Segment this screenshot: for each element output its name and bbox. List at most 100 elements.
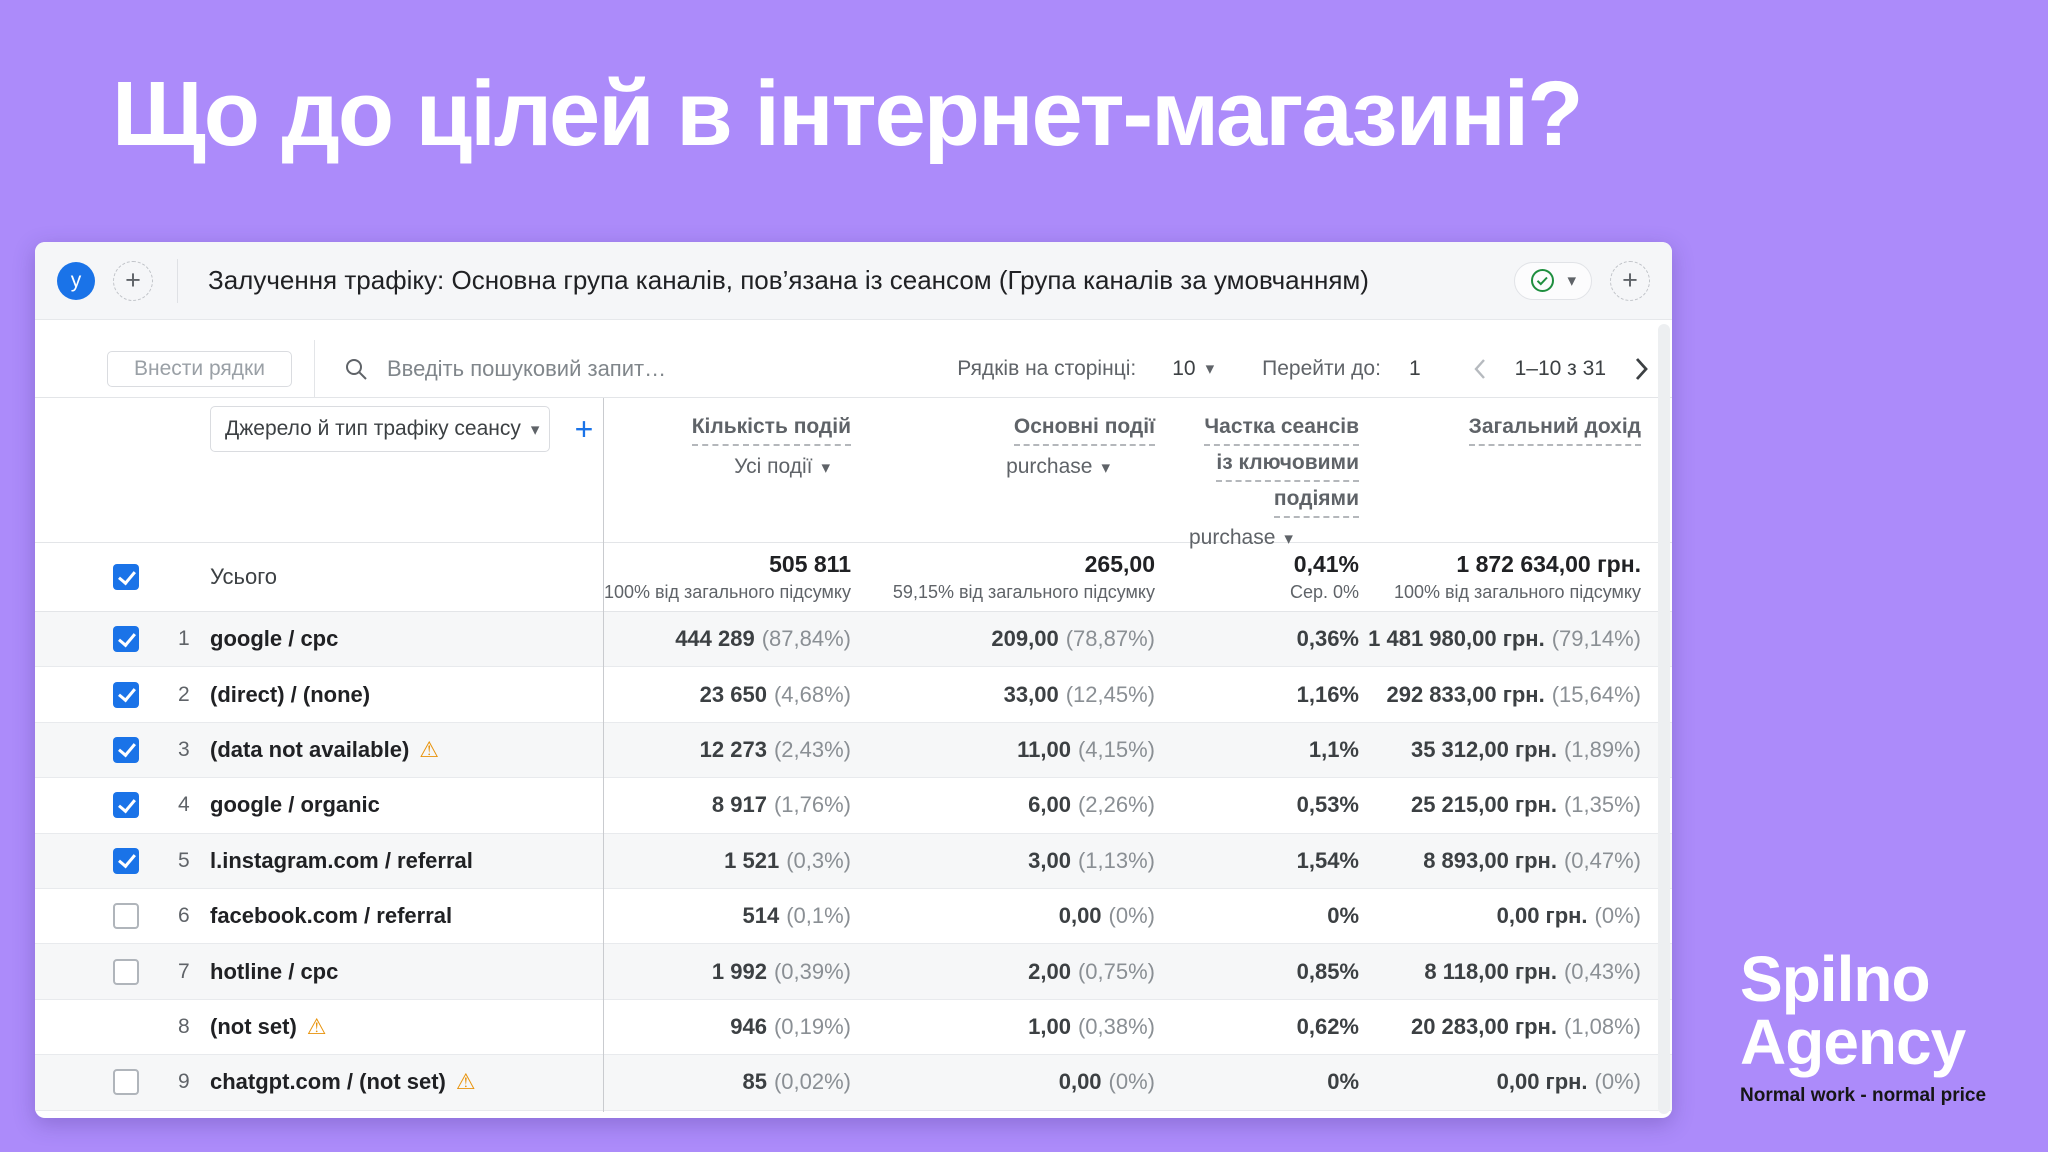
totals-events: 505 811 100% від загального підсумку [603,551,851,602]
row-label: facebook.com / referral [210,903,453,929]
chevron-down-icon: ▾ [1567,271,1576,290]
go-to-value[interactable]: 1 [1408,356,1421,380]
chevron-down-icon[interactable]: ▾ [1205,359,1215,378]
table-row: 2 (direct) / (none) 23 650 (4,68%) 33,00(… [35,667,1672,723]
row-key-events: 3,00 (1,13%) [1028,847,1155,873]
row-checkbox[interactable] [113,847,139,874]
header-divider [177,258,178,303]
row-checkbox[interactable] [113,903,139,930]
row-rank: 6 [178,904,190,928]
key-events-metric-selector: purchase [1006,455,1093,478]
row-events: 1 521 (0,3%) [724,847,851,873]
row-rank: 2 [178,682,190,706]
plus-icon: + [1622,265,1638,295]
row-key-events: 2,00 (0,75%) [1028,958,1155,984]
row-rank: 7 [178,959,190,983]
row-label: (not set) [210,1013,297,1039]
row-key-events: 6,00 (2,26%) [1028,792,1155,818]
pagination-range: 1–10 з 31 [1514,356,1606,380]
row-label: (data not available) [210,736,410,762]
go-to-label: Перейти до: [1262,356,1381,380]
row-rate: 0,85% [1296,958,1359,984]
table-row: 4 google / organic 8 917 (1,76%) 6,00 (2,2… [35,778,1672,834]
table-row: 5 l.instagram.com / referral 1 521 (0,3%)… [35,833,1672,889]
row-rank: 3 [178,737,190,761]
table-row: 3 (data not available) ⚠ 12 273 (2,43%) 1… [35,722,1672,779]
row-label: (direct) / (none) [210,681,371,707]
plus-icon: + [125,265,141,295]
totals-key-event-rate: 0,41% Сер. 0% [1289,551,1359,602]
row-checkbox[interactable] [113,736,139,763]
column-header-key-event-rate[interactable]: Частка сеансів із ключовими подіями purc… [1189,415,1359,549]
row-revenue: 35 312,00 грн. (1,89%) [1410,736,1641,762]
search-input[interactable] [384,354,958,383]
add-dimension-button[interactable]: + [567,411,601,447]
table-row: 9 chatgpt.com / (not set) ⚠ 85 (0,02%) 0,… [35,1055,1672,1111]
dimension-selector[interactable]: Джерело й тип трафіку сеансу ▾ [210,406,550,452]
search-icon [343,356,369,382]
row-rate: 0,36% [1296,626,1359,652]
row-key-events: 0,00 (0%) [1058,1069,1155,1095]
row-key-events: 0,00 (0%) [1058,903,1155,929]
column-header-key-events[interactable]: Основні події purchase ▾ [1006,415,1155,478]
avatar[interactable]: у [57,261,95,300]
chevron-down-icon: ▾ [1101,457,1110,477]
totals-revenue: 1 872 634,00 грн. 100% від загального пі… [1393,551,1641,602]
row-revenue: 8 118,00 грн. (0,43%) [1424,958,1641,984]
row-rate: 1,16% [1296,681,1359,707]
add-comparison-button[interactable]: + [1610,260,1650,301]
row-events: 85 (0,02%) [742,1069,851,1095]
row-events: 946 (0,19%) [730,1013,851,1039]
chevron-down-icon: ▾ [821,457,830,477]
row-checkbox[interactable] [113,626,139,653]
row-revenue: 25 215,00 грн. (1,35%) [1410,792,1641,818]
row-events: 444 289 (87,84%) [675,626,851,652]
table-body: 1 google / cpc 444 289 (87,84%) 209,00 (78… [35,612,1672,1111]
row-events: 514 (0,1%) [742,903,851,929]
row-events: 8 917 (1,76%) [711,792,851,818]
row-events: 1 992 (0,39%) [711,958,851,984]
table-row: 8 (not set) ⚠ 946 (0,19%) 1,00 (0,38%) 0,6… [35,999,1672,1056]
row-rank: 8 [178,1014,190,1038]
data-quality-dropdown[interactable]: ▾ [1514,261,1592,300]
table-toolbar: Внести рядки Рядків на сторінці: 10 ▾ Пе… [35,340,1672,398]
scrollbar[interactable] [1658,324,1670,1114]
chevron-down-icon: ▾ [530,419,540,439]
row-checkbox[interactable] [113,681,139,708]
events-metric-selector: Усі події [734,455,813,478]
totals-checkbox[interactable] [113,564,139,590]
report-title: Залучення трафіку: Основна група каналів… [208,265,1369,295]
row-label: chatgpt.com / (not set) [210,1069,446,1095]
row-rank: 5 [178,848,190,872]
row-rate: 0,62% [1296,1013,1359,1039]
row-rate: 0% [1327,903,1359,929]
chevron-left-icon[interactable] [1469,356,1491,382]
rows-per-page-value[interactable]: 10 [1172,356,1196,380]
import-rows-button[interactable]: Внести рядки [107,350,292,387]
dimension-selector-label: Джерело й тип трафіку сеансу [225,417,521,440]
logo-line2: Agency [1740,1005,1966,1078]
row-rank: 9 [178,1070,190,1094]
table-header: Джерело й тип трафіку сеансу ▾ + Кількіс… [35,398,1672,549]
warning-icon: ⚠ [419,736,440,762]
rows-per-page-label: Рядків на сторінці: [957,356,1137,380]
logo-line1: Spilno [1740,943,1931,1015]
row-checkbox[interactable] [113,958,139,985]
row-checkbox[interactable] [113,1069,139,1096]
table-row: 6 facebook.com / referral 514 (0,1%) 0,00… [35,888,1672,945]
column-header-revenue[interactable]: Загальний дохід [1359,415,1641,446]
add-segment-button[interactable]: + [113,260,153,301]
row-checkbox[interactable] [113,792,139,819]
logo-tagline: Normal work - normal price [1740,1085,1987,1107]
column-divider [603,398,604,1112]
row-rate: 1,1% [1308,736,1359,762]
row-key-events: 209,00 (78,87%) [991,626,1155,652]
report-header-bar: у + Залучення трафіку: Основна група кан… [35,242,1672,320]
chevron-right-icon[interactable] [1630,356,1652,382]
analytics-report-card: у + Залучення трафіку: Основна група кан… [35,242,1672,1118]
row-revenue: 292 833,00 грн. (15,64%) [1386,681,1641,707]
row-key-events: 1,00 (0,38%) [1028,1013,1155,1039]
toolbar-divider [313,340,315,397]
table-row: 1 google / cpc 444 289 (87,84%) 209,00 (78… [35,612,1672,668]
column-header-events[interactable]: Кількість подій Усі події ▾ [691,415,851,478]
